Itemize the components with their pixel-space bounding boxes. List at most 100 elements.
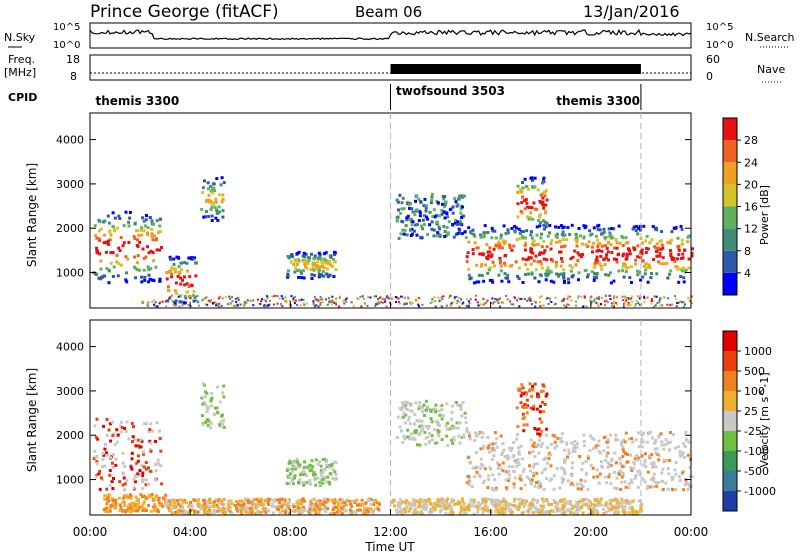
power-cell	[598, 262, 602, 266]
power-speckle	[410, 303, 413, 306]
velocity-cell	[408, 437, 412, 441]
power-speckle	[675, 305, 678, 308]
power-cell	[684, 268, 688, 272]
velocity-cell	[688, 441, 692, 444]
power-cell	[172, 257, 176, 261]
power-cell	[430, 220, 434, 224]
power-cell	[125, 280, 129, 284]
x-tick-label-1: 04:00	[173, 525, 208, 539]
power-speckle	[367, 296, 370, 298]
velocity-cell	[161, 504, 165, 508]
power-speckle	[467, 304, 470, 307]
power-cell	[531, 251, 535, 255]
power-cell	[528, 216, 532, 219]
power-speckle	[455, 302, 458, 305]
power-speckle	[622, 305, 625, 308]
power-cell	[155, 248, 159, 252]
velocity-cell	[652, 485, 656, 489]
power-cell	[185, 269, 189, 273]
velocity-cell	[408, 422, 412, 426]
velocity-cell	[645, 440, 649, 444]
power-speckle	[276, 295, 279, 297]
power-cell	[491, 260, 495, 264]
velocity-cell	[413, 511, 417, 515]
power-speckle	[667, 297, 669, 300]
power-speckle	[528, 296, 531, 299]
power-cell	[432, 228, 436, 232]
velocity-cell	[611, 505, 615, 509]
power-speckle	[153, 299, 156, 302]
power-cell	[99, 277, 103, 281]
velocity-cell	[102, 453, 106, 457]
power-cell	[548, 224, 552, 227]
power-cell	[622, 262, 625, 266]
power-cell	[399, 211, 403, 215]
velocity-cell	[432, 508, 436, 512]
velocity-cell	[470, 504, 474, 508]
power-cell	[400, 219, 404, 223]
cpid-segment-1: twofsound 3503	[396, 84, 505, 98]
power-cell	[548, 269, 552, 273]
velocity-cell	[660, 443, 664, 447]
power-band-5	[723, 162, 737, 185]
velocity-cell	[205, 407, 209, 410]
velocity-cell	[112, 453, 115, 457]
velocity-cell	[616, 511, 620, 515]
velocity-cell	[686, 482, 690, 486]
velocity-cell	[668, 440, 672, 444]
power-cell	[542, 223, 546, 227]
velocity-cell	[476, 507, 480, 511]
velocity-cell	[216, 506, 220, 509]
power-cell	[590, 232, 594, 236]
power-cell	[530, 247, 533, 251]
velocity-cell	[522, 392, 526, 396]
velocity-cell	[134, 444, 138, 448]
velocity-cell	[662, 458, 666, 462]
power-speckle	[570, 299, 573, 302]
power-cell	[485, 243, 489, 247]
velocity-cell	[248, 510, 252, 514]
velocity-cell	[414, 429, 418, 433]
power-cell	[134, 276, 138, 280]
power-cell	[107, 281, 111, 285]
power-cell	[518, 266, 521, 270]
velocity-cell	[216, 509, 220, 513]
power-cell	[111, 275, 115, 278]
power-speckle	[634, 304, 637, 307]
velocity-cell	[323, 497, 326, 501]
power-cell	[438, 214, 441, 218]
power-speckle	[294, 296, 296, 298]
velocity-cell	[560, 432, 564, 436]
power-cell	[95, 236, 99, 240]
power-cell	[207, 215, 211, 218]
power-speckle	[599, 303, 602, 305]
power-speckle	[331, 303, 334, 306]
power-cell	[400, 201, 404, 205]
power-cell	[519, 229, 523, 233]
velocity-cell	[525, 423, 529, 427]
velocity-cell	[671, 487, 674, 491]
velocity-cell	[525, 405, 529, 409]
velocity-cell	[147, 503, 151, 507]
velocity-cell	[678, 450, 682, 454]
power-cell	[610, 251, 614, 254]
power-speckle	[484, 302, 487, 304]
velocity-cell	[517, 461, 521, 465]
velocity-cell	[316, 476, 320, 480]
power-cell	[645, 234, 649, 238]
power-cell	[567, 281, 571, 285]
velocity-cell	[550, 503, 554, 506]
power-cell	[306, 260, 310, 264]
power-cell	[473, 241, 477, 245]
nave-block	[390, 64, 641, 74]
velocity-cell	[142, 450, 145, 454]
power-cell	[406, 201, 409, 205]
power-cell	[617, 269, 621, 273]
power-cell	[500, 246, 504, 250]
power-cell	[484, 263, 488, 267]
velocity-cell	[285, 467, 289, 471]
power-speckle	[475, 294, 477, 297]
power-cell	[665, 261, 669, 265]
power-cell	[170, 273, 174, 276]
power-speckle	[595, 297, 598, 300]
